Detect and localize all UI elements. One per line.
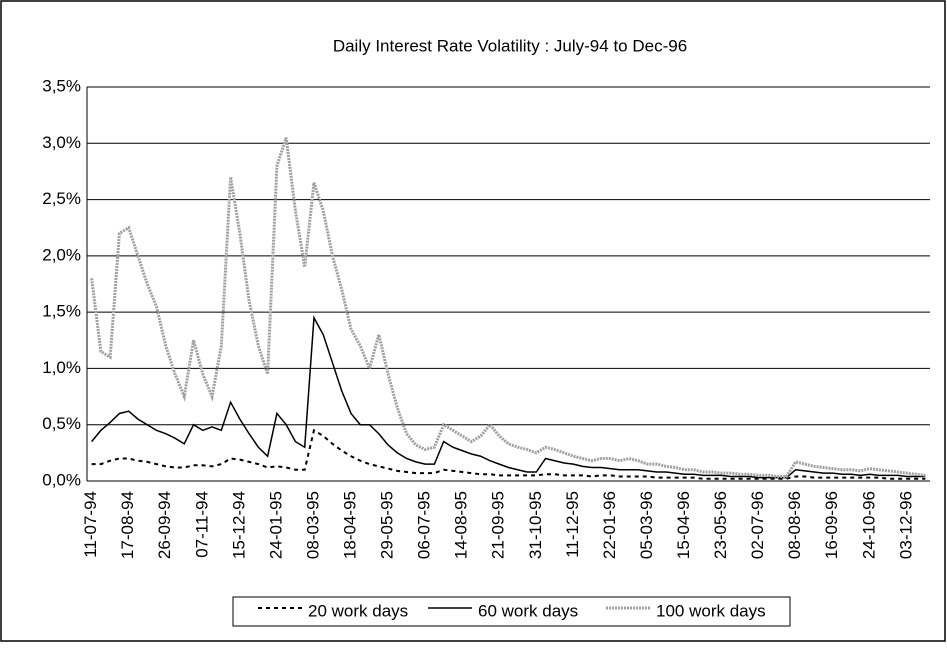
x-tick-label: 17-08-94 <box>118 491 137 559</box>
y-tick-label: 3,0% <box>42 133 81 152</box>
x-tick-label: 08-03-95 <box>303 491 322 559</box>
y-tick-label: 3,5% <box>42 76 81 95</box>
x-tick-label: 14-08-95 <box>452 491 471 559</box>
x-tick-label: 15-12-94 <box>229 491 248 559</box>
x-tick-label: 29-05-95 <box>378 491 397 559</box>
x-tick-label: 06-07-95 <box>415 491 434 559</box>
x-tick-label: 24-10-96 <box>859 491 878 559</box>
x-tick-label: 24-01-95 <box>266 491 285 559</box>
x-tick-label: 23-05-96 <box>711 491 730 559</box>
series-line <box>90 137 926 478</box>
legend-box <box>232 596 791 627</box>
x-tick-label: 15-04-96 <box>674 491 693 559</box>
x-tick-label: 26-09-94 <box>155 491 174 559</box>
y-tick-label: 1,0% <box>42 358 81 377</box>
y-tick-label: 0,5% <box>42 414 81 433</box>
x-tick-label: 16-09-96 <box>822 491 841 559</box>
y-tick-label: 2,5% <box>42 189 81 208</box>
x-tick-label: 31-10-95 <box>526 491 545 559</box>
x-tick-label: 11-07-94 <box>81 491 100 558</box>
x-tick-label: 08-08-96 <box>785 491 804 559</box>
x-tick-label: 21-09-95 <box>489 491 508 559</box>
x-tick-label: 11-12-95 <box>563 491 582 558</box>
x-tick-label: 05-03-96 <box>637 491 656 559</box>
x-tick-label: 02-07-96 <box>748 491 767 559</box>
chart-title: Daily Interest Rate Volatility : July-94… <box>333 36 687 55</box>
x-tick-label: 22-01-96 <box>600 491 619 559</box>
y-tick-label: 2,0% <box>42 245 81 264</box>
y-tick-label: 0,0% <box>42 470 81 489</box>
y-tick-label: 1,5% <box>42 302 81 321</box>
legend-label: 60 work days <box>478 601 578 620</box>
legend-label: 100 work days <box>656 601 766 620</box>
x-tick-label: 07-11-94 <box>192 491 211 558</box>
x-tick-label: 18-04-95 <box>341 491 360 559</box>
x-tick-label: 03-12-96 <box>896 491 915 559</box>
series-line <box>91 428 926 480</box>
legend-label: 20 work days <box>308 601 408 620</box>
